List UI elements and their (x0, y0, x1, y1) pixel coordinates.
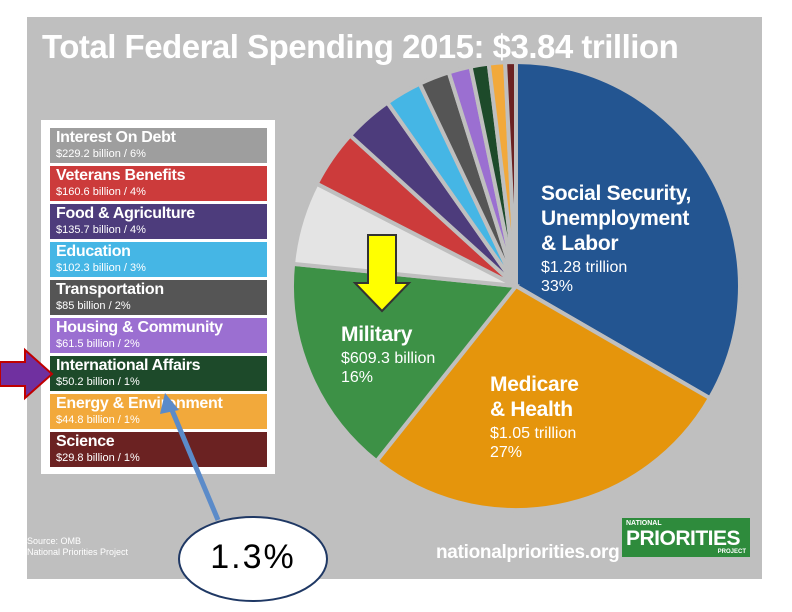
legend: Interest On Debt $229.2 billion / 6% Vet… (41, 120, 275, 474)
legend-item-science: Science $29.8 billion / 1% (50, 432, 267, 467)
legend-value: $135.7 billion / 4% (56, 224, 146, 236)
callout-arrow-line (166, 402, 221, 521)
npp-logo: NATIONAL PRIORITIES PROJECT (622, 518, 750, 557)
label-line: Unemployment (541, 207, 690, 230)
label-line: & Health (490, 398, 573, 421)
legend-name: Housing & Community (56, 319, 223, 336)
pie-slice-social-security-unemployment-labor (514, 59, 742, 401)
label-amount: $1.28 trillion (541, 259, 628, 276)
website-link[interactable]: nationalpriorities.org (436, 542, 620, 563)
source-line: National Priorities Project (27, 547, 129, 557)
label-share: 16% (341, 369, 374, 386)
legend-item-international: International Affairs $50.2 billion / 1% (50, 356, 267, 391)
pie-slice-medicare-health (373, 283, 713, 512)
legend-name: Education (56, 243, 131, 260)
legend-name: International Affairs (56, 357, 201, 374)
label-military: Military $609.3 billion 16% (341, 322, 435, 387)
legend-name: Food & Agriculture (56, 205, 195, 222)
callout-arrow-head-icon (160, 393, 179, 414)
label-amount: $609.3 billion (341, 350, 436, 367)
label-line: Medicare (490, 373, 579, 396)
chart-title: Total Federal Spending 2015: $3.84 trill… (42, 28, 679, 65)
callout-bubble (178, 516, 328, 602)
callout-text: 1.3% (210, 538, 296, 576)
legend-item-energy: Energy & Environment $44.8 billion / 1% (50, 394, 267, 429)
legend-value: $102.3 billion / 3% (56, 262, 146, 274)
logo-text: PRIORITIES (626, 527, 741, 550)
legend-value: $29.8 billion / 1% (56, 452, 140, 464)
legend-value: $85 billion / 2% (56, 300, 131, 312)
yellow-down-arrow-icon (352, 234, 412, 313)
logo-text: NATIONAL (626, 520, 662, 527)
pie-slice-military (290, 261, 520, 465)
label-line: & Labor (541, 232, 619, 255)
label-amount: $1.05 trillion (490, 425, 577, 442)
source-line: Source: OMB (27, 536, 82, 546)
label-line: Military (341, 323, 413, 346)
legend-name: Energy & Environment (56, 395, 223, 412)
pie-slice-science (502, 59, 518, 287)
logo-text: PROJECT (717, 549, 746, 555)
source-note: Source: OMB National Priorities Project (27, 536, 128, 558)
legend-name: Veterans Benefits (56, 167, 186, 184)
legend-item-transportation: Transportation $85 billion / 2% (50, 280, 267, 315)
purple-right-arrow-icon (0, 347, 54, 401)
label-share: 33% (541, 278, 574, 295)
label-medicare: Medicare & Health $1.05 trillion 27% (490, 372, 579, 462)
legend-item-food: Food & Agriculture $135.7 billion / 4% (50, 204, 267, 239)
legend-item-interest: Interest On Debt $229.2 billion / 6% (50, 128, 267, 163)
label-social-security: Social Security, Unemployment & Labor $1… (541, 181, 691, 296)
legend-value: $229.2 billion / 6% (56, 148, 146, 160)
legend-item-housing: Housing & Community $61.5 billion / 2% (50, 318, 267, 353)
legend-value: $61.5 billion / 2% (56, 338, 140, 350)
legend-name: Science (56, 433, 115, 450)
legend-name: Transportation (56, 281, 164, 298)
legend-item-veterans: Veterans Benefits $160.6 billion / 4% (50, 166, 267, 201)
legend-item-education: Education $102.3 billion / 3% (50, 242, 267, 277)
legend-value: $50.2 billion / 1% (56, 376, 140, 388)
label-line: Social Security, (541, 182, 692, 205)
legend-value: $160.6 billion / 4% (56, 186, 146, 198)
label-share: 27% (490, 444, 523, 461)
legend-name: Interest On Debt (56, 129, 176, 146)
legend-value: $44.8 billion / 1% (56, 414, 140, 426)
